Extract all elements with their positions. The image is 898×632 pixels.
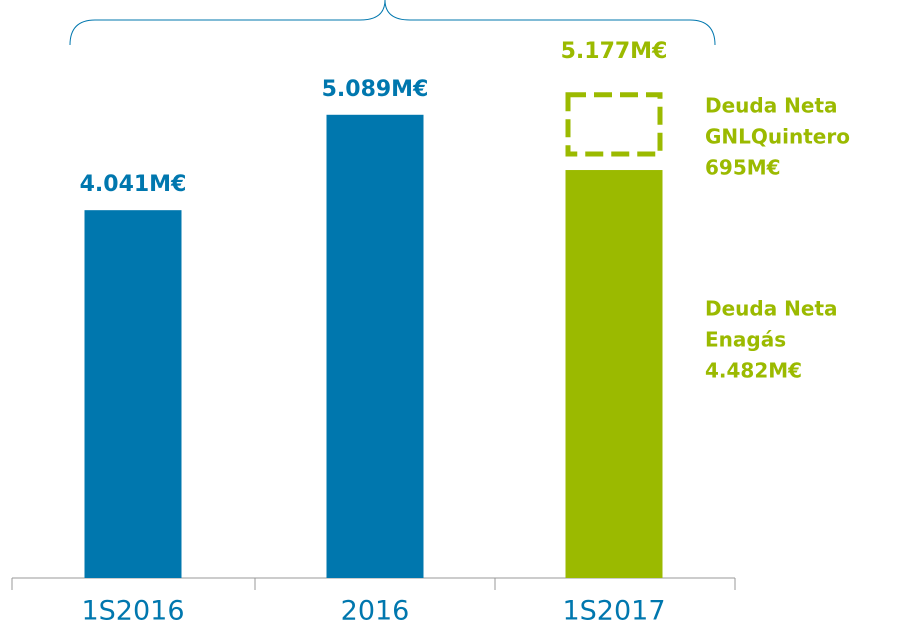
bar-segment	[326, 114, 424, 578]
total-label: 4.041M€	[80, 172, 187, 197]
x-tick-label: 2016	[341, 596, 410, 627]
bar-segment	[565, 170, 663, 579]
segment-value-label: 4.482M€	[705, 359, 802, 383]
segment-name: Deuda Neta	[705, 94, 838, 118]
total-label: 5.089M€	[322, 77, 429, 102]
bar-segment-dashed	[565, 92, 663, 157]
bar-segment	[84, 210, 182, 579]
brace	[69, 0, 716, 46]
x-tick-label: 1S2016	[81, 596, 184, 627]
segment-name: GNLQuintero	[705, 125, 850, 149]
segment-value-label: 695M€	[705, 156, 781, 180]
segment-name: Enagás	[705, 328, 786, 352]
total-label: 5.177M€	[561, 39, 668, 64]
x-tick-label: 1S2017	[562, 596, 665, 627]
segment-name: Deuda Neta	[705, 297, 838, 321]
